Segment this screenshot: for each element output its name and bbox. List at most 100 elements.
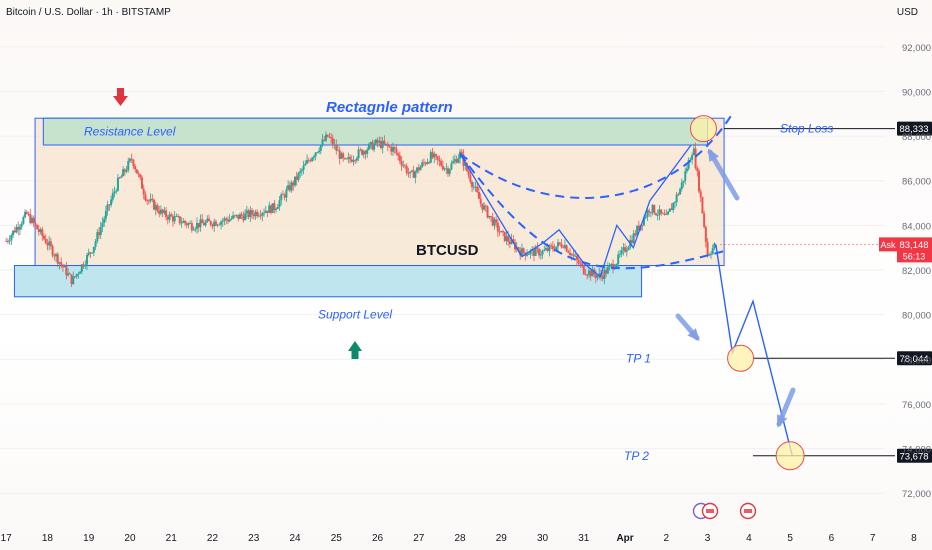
x-tick-label: 4 [746, 533, 752, 544]
candle-body [431, 152, 434, 158]
candle-body [170, 214, 173, 217]
candle-body [269, 205, 272, 213]
candle-body [710, 253, 713, 255]
candle-body [624, 247, 627, 252]
candle-body [34, 222, 37, 225]
candle-body [572, 254, 575, 256]
arrow-shaft [351, 350, 359, 359]
candle-body [312, 156, 315, 158]
candle-body [404, 165, 407, 167]
trade-levels: 88,333 Stop Loss 78,044 TP 1 73,678 TP 2 Ask 83… [624, 121, 932, 463]
candle-body [87, 252, 90, 255]
candle-body [190, 223, 193, 231]
candle-body [108, 204, 111, 206]
candle-body [120, 176, 123, 178]
candle-body [333, 144, 336, 146]
candle-body [147, 200, 150, 202]
candle-body [53, 255, 56, 257]
candle-body [391, 147, 394, 152]
candle-body [649, 212, 652, 213]
candle-body [342, 153, 345, 158]
event-markers[interactable] [692, 502, 757, 520]
projection-path [715, 244, 793, 456]
candle-body [574, 255, 577, 257]
candle-body [96, 232, 99, 242]
candle-body [612, 263, 615, 270]
candle-body [685, 168, 688, 172]
symbol-header[interactable]: Bitcoin / U.S. Dollar · 1h · BITSTAMP [6, 7, 171, 18]
candle-body [30, 217, 33, 223]
x-tick-label: 30 [537, 533, 549, 544]
candle-body [319, 144, 322, 151]
pattern-overlays [459, 113, 805, 471]
candle-body [328, 136, 331, 138]
candle-body [180, 222, 183, 224]
candle-body [548, 245, 551, 252]
candle-body [273, 203, 276, 211]
candle-body [618, 254, 621, 255]
candle-body [349, 157, 352, 160]
candle-body [106, 204, 109, 211]
x-tick-label: 18 [42, 533, 54, 544]
candle-body [546, 248, 549, 252]
candle-body [178, 216, 181, 224]
green-up-arrow-icon [348, 341, 362, 359]
candle-body [608, 265, 611, 267]
candle-body [438, 159, 441, 162]
candle-body [123, 169, 126, 172]
candle-body [220, 221, 223, 225]
candle-body [237, 214, 240, 219]
candle-body [706, 242, 709, 256]
candle-body [587, 270, 590, 276]
candle-body [551, 245, 554, 249]
candle-body [91, 252, 94, 254]
candle-body [465, 163, 468, 171]
candle-body [240, 214, 243, 217]
candle-body [570, 254, 573, 256]
candle-body [257, 215, 260, 217]
y-tick-label: 74,000 [902, 445, 931, 456]
candle-body [538, 248, 541, 256]
candle-body [667, 211, 670, 215]
candle-body [44, 238, 47, 244]
currency-label[interactable]: USD [896, 7, 918, 18]
candle-body [292, 182, 295, 186]
candle-body [264, 210, 267, 213]
candle-body [594, 274, 597, 278]
x-tick-label: 5 [787, 533, 793, 544]
candle-body [63, 265, 66, 268]
candle-body [58, 262, 61, 264]
candle-body [670, 208, 673, 211]
candle-body [374, 139, 377, 144]
candle-body [397, 153, 400, 156]
candle-body [441, 165, 444, 170]
candle-body [694, 148, 697, 169]
candle-body [500, 231, 503, 233]
candle-body [324, 134, 327, 141]
candle-body [20, 223, 23, 227]
candle-body [67, 273, 70, 276]
pattern-title: Rectagnle pattern [326, 99, 453, 116]
candle-body [311, 157, 314, 161]
y-tick-label: 90,000 [902, 87, 931, 98]
candle-body [68, 273, 71, 275]
candle-body [122, 169, 125, 177]
candle-body [65, 265, 68, 276]
candle-body [557, 242, 560, 247]
candle-body [151, 198, 154, 200]
candle-body [529, 250, 532, 255]
candle-body [656, 214, 659, 216]
candle-body [254, 211, 257, 217]
candle-body [471, 181, 474, 188]
arrow-head [776, 414, 788, 428]
candle-body [381, 140, 384, 148]
candle-body [192, 229, 195, 231]
candle-body [424, 162, 427, 165]
candle-body [350, 159, 353, 162]
candle-body [326, 134, 329, 137]
candle-body [18, 226, 21, 230]
candle-body [491, 216, 494, 226]
